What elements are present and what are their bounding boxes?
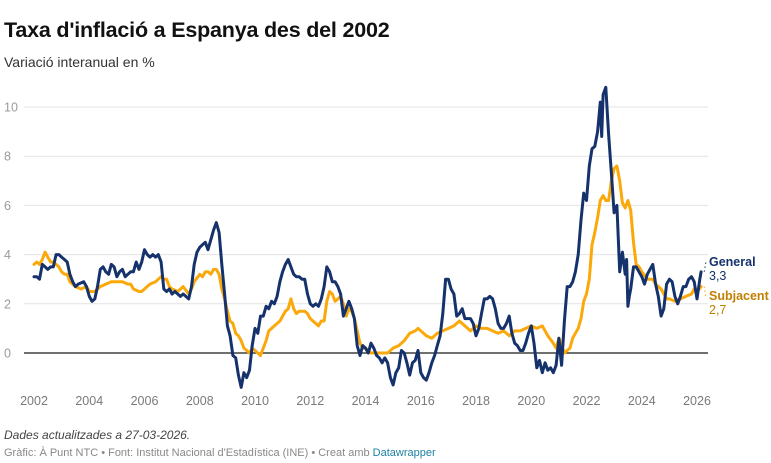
x-tick-label: 2004: [75, 394, 103, 408]
y-tick-label: 0: [4, 347, 11, 361]
datawrapper-link[interactable]: Datawrapper: [372, 447, 436, 459]
gridlines: [24, 106, 708, 354]
y-tick-label: 6: [4, 199, 11, 213]
x-tick-label: 2012: [296, 394, 324, 408]
y-tick-label: 2: [4, 297, 11, 311]
series-line-general: [32, 85, 703, 389]
series-line-subjacent: [32, 164, 703, 357]
series-label-general: General: [709, 255, 756, 269]
x-tick-label: 2026: [683, 394, 711, 408]
source-text: Gràfic: À Punt NTC • Font: Institut Naci…: [4, 447, 373, 459]
y-tick-label: 4: [4, 248, 11, 262]
label-connector: [703, 286, 707, 299]
chart-title: Taxa d'inflació a Espanya des del 2002: [4, 18, 390, 42]
x-tick-label: 2002: [20, 394, 48, 408]
x-tick-label: 2018: [462, 394, 490, 408]
x-tick-label: 2010: [241, 394, 269, 408]
source-line: Gràfic: À Punt NTC • Font: Institut Naci…: [4, 447, 436, 459]
series-last-value-general: 3,3: [709, 269, 726, 283]
x-tick-label: 2024: [628, 394, 656, 408]
y-tick-label: 8: [4, 150, 11, 164]
x-tick-label: 2020: [517, 394, 545, 408]
series-last-value-subjacent: 2,7: [709, 303, 726, 317]
y-tick-label: 10: [4, 101, 18, 115]
x-tick-label: 2014: [352, 394, 380, 408]
label-connector: [703, 261, 707, 272]
x-tick-label: 2008: [186, 394, 214, 408]
x-tick-label: 2022: [573, 394, 601, 408]
chart-subtitle: Variació interanual en %: [4, 54, 155, 70]
series-label-subjacent: Subjacent: [709, 289, 770, 303]
update-note: Dades actualitzades a 27-03-2026.: [4, 428, 191, 442]
x-tick-label: 2016: [407, 394, 435, 408]
y-axis-ticks: 0 2 4 6 8 10: [4, 101, 18, 361]
series-lines: [32, 85, 703, 389]
x-tick-label: 2006: [131, 394, 159, 408]
x-axis-ticks: 2002 2004 2006 2008 2010 2012 2014 2016 2018 2020…: [20, 394, 711, 408]
